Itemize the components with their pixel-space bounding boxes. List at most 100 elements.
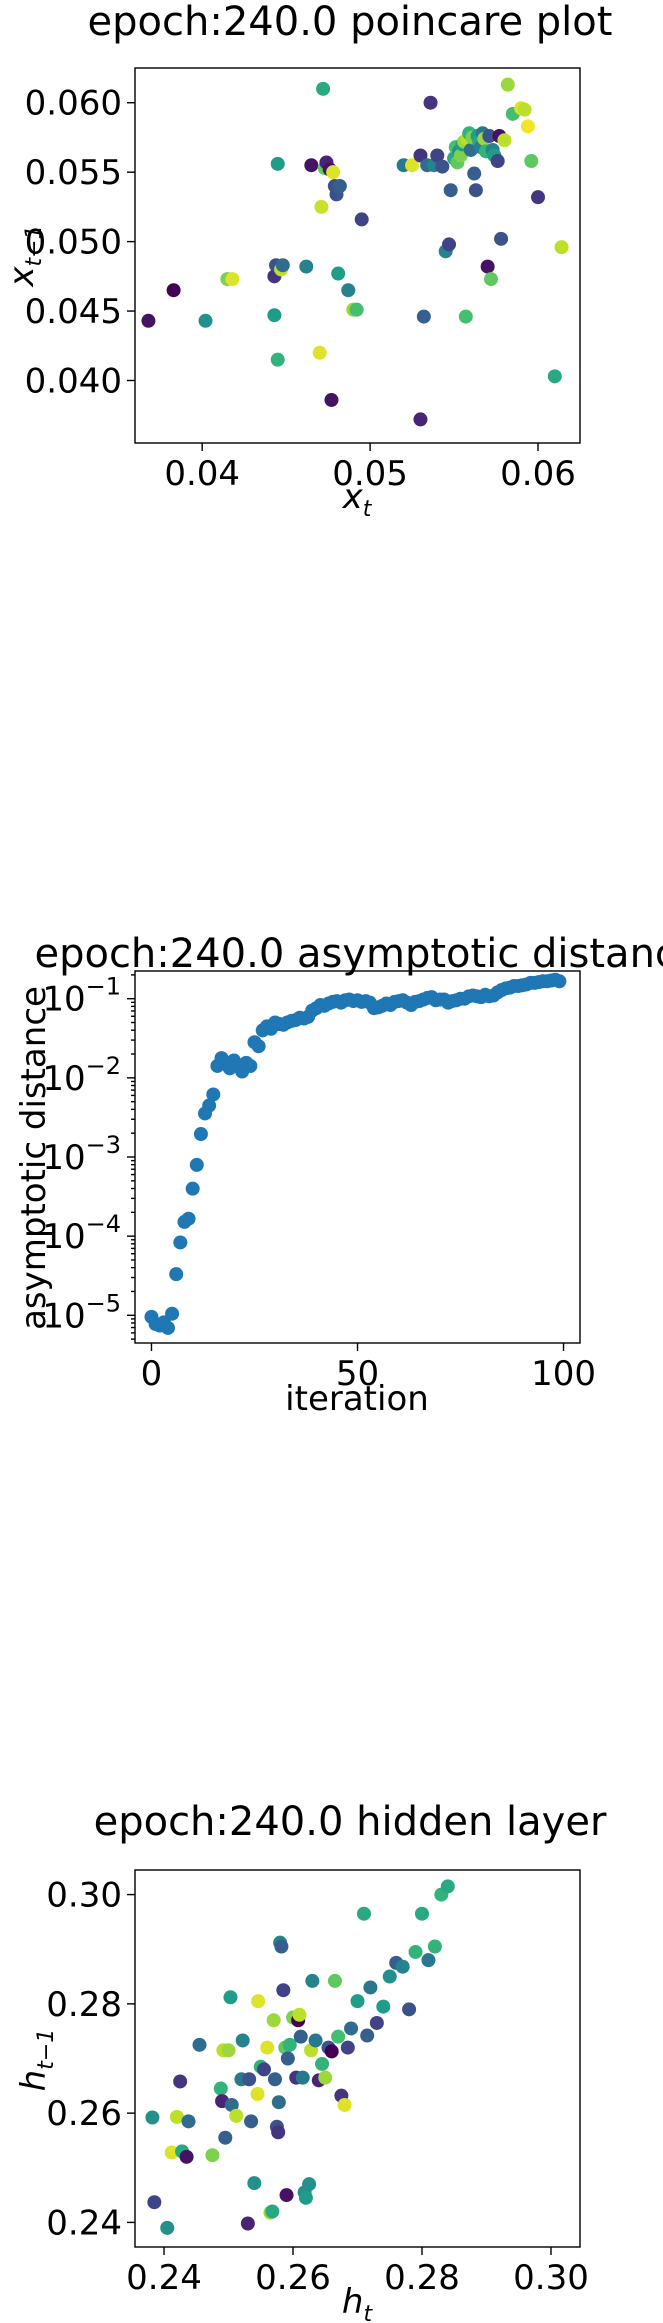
scatter-point <box>327 1973 342 1988</box>
x-tick-label: 0.26 <box>255 2258 331 2298</box>
scatter-point <box>240 2216 255 2231</box>
asymptotic-x-label: iteration <box>285 1379 429 1419</box>
x-tick-label: 0.28 <box>384 2258 460 2298</box>
scatter-point <box>326 165 341 180</box>
scatter-point <box>332 179 347 194</box>
scatter-point <box>443 183 458 198</box>
scatter-point <box>344 2021 359 2036</box>
scatter-point <box>179 2149 194 2164</box>
scatter-point <box>271 2125 286 2140</box>
scatter-point <box>267 308 282 323</box>
scatter-point <box>229 2108 244 2123</box>
scatter-point <box>356 1906 371 1921</box>
scatter-point <box>279 2188 294 2203</box>
scatter-point <box>250 2087 265 2102</box>
scatter-point <box>223 1990 238 2005</box>
scatter-point <box>271 2095 286 2110</box>
hidden-layer-x-label: ht <box>342 2282 374 2323</box>
asymptotic-points <box>144 972 567 1335</box>
scatter-point <box>276 1983 291 1998</box>
scatter-point <box>169 2109 184 2124</box>
x-tick-label: 0.04 <box>164 454 240 494</box>
scatter-point <box>337 2097 352 2112</box>
scatter-point <box>265 2204 280 2219</box>
scatter-point <box>369 2015 384 2030</box>
scatter-point <box>341 283 356 298</box>
x-tick-label: 0.06 <box>500 454 576 494</box>
scatter-point <box>405 158 420 173</box>
scatter-point <box>173 2074 188 2089</box>
poincare-points <box>141 77 569 427</box>
scatter-point <box>305 1973 320 1988</box>
poincare-x-label: xt <box>342 477 373 522</box>
scatter-point <box>205 2148 220 2163</box>
scatter-point <box>267 2072 282 2087</box>
y-tick-label: 0.045 <box>25 292 122 332</box>
scatter-point <box>312 345 327 360</box>
scatter-point <box>308 2033 323 2048</box>
scatter-point <box>494 231 509 246</box>
scatter-point <box>413 412 428 427</box>
scatter-point <box>147 2195 162 2210</box>
scatter-point <box>181 1211 196 1226</box>
y-tick-label: 10−2 <box>42 1052 121 1099</box>
scatter-point <box>224 2097 239 2112</box>
scatter-point <box>442 237 457 252</box>
scatter-point <box>189 1157 204 1172</box>
scatter-point <box>408 1944 423 1959</box>
scatter-point <box>552 974 567 989</box>
scatter-point <box>376 1999 391 2014</box>
asymptotic-chart: epoch:240.0 asymptotic distance 0 50 100 1… <box>14 931 663 1419</box>
scatter-point <box>316 81 331 96</box>
asymptotic-y-label: asymptotic distance <box>14 986 54 1330</box>
y-tick-label: 0.26 <box>46 2094 122 2134</box>
x-tick-label: 100 <box>531 1354 596 1394</box>
scatter-point <box>173 1235 188 1250</box>
scatter-point <box>292 2007 307 2022</box>
scatter-point <box>354 212 369 227</box>
scatter-point <box>363 1980 378 1995</box>
hidden-layer-y-ticks: 0.24 0.26 0.28 0.30 <box>46 1876 135 2243</box>
scatter-point <box>360 2028 375 2043</box>
scatter-point <box>350 1994 365 2009</box>
hidden-layer-x-ticks: 0.24 0.26 0.28 0.30 <box>126 2247 589 2298</box>
scatter-point <box>274 1939 289 1954</box>
scatter-point <box>482 129 497 144</box>
scatter-point <box>270 352 285 367</box>
scatter-point <box>314 199 329 214</box>
scatter-point <box>500 77 515 92</box>
scatter-point <box>468 183 483 198</box>
scatter-point <box>427 1939 442 1954</box>
scatter-point <box>185 1181 200 1196</box>
scatter-point <box>169 1267 184 1282</box>
poincare-y-label: xt−1 <box>2 225 47 287</box>
x-tick-label: 0.05 <box>332 454 408 494</box>
hidden-layer-y-label: ht−1 <box>14 2029 59 2092</box>
scatter-point <box>145 2110 160 2125</box>
y-tick-label: 0.060 <box>25 84 122 124</box>
scatter-point <box>299 259 314 274</box>
hidden-layer-chart: epoch:240.0 hidden layer 0.24 0.26 0.28 0.3… <box>14 1799 607 2323</box>
scatter-point <box>480 259 495 274</box>
scatter-point <box>302 2177 317 2192</box>
scatter-point <box>282 2037 297 2052</box>
scatter-point <box>435 159 450 174</box>
scatter-point <box>531 190 546 205</box>
x-tick-label: 0.30 <box>513 2258 589 2298</box>
scatter-point <box>382 1969 397 1984</box>
poincare-chart: epoch:240.0 poincare plot 0.04 0.05 0.06 0… <box>2 0 612 522</box>
scatter-point <box>331 266 346 281</box>
x-tick-label: 50 <box>336 1354 379 1394</box>
hidden-layer-axes-frame <box>134 1869 581 2248</box>
y-tick-label: 10−3 <box>42 1131 121 1178</box>
scatter-point <box>160 1320 175 1335</box>
scatter-point <box>266 2013 281 2028</box>
scatter-point <box>414 1906 429 1921</box>
x-tick-label: 0 <box>141 1354 163 1394</box>
scatter-point <box>166 283 181 298</box>
scatter-point <box>192 2037 207 2052</box>
y-tick-label: 0.050 <box>25 223 122 263</box>
scatter-point <box>430 148 445 163</box>
scatter-point <box>497 133 512 148</box>
